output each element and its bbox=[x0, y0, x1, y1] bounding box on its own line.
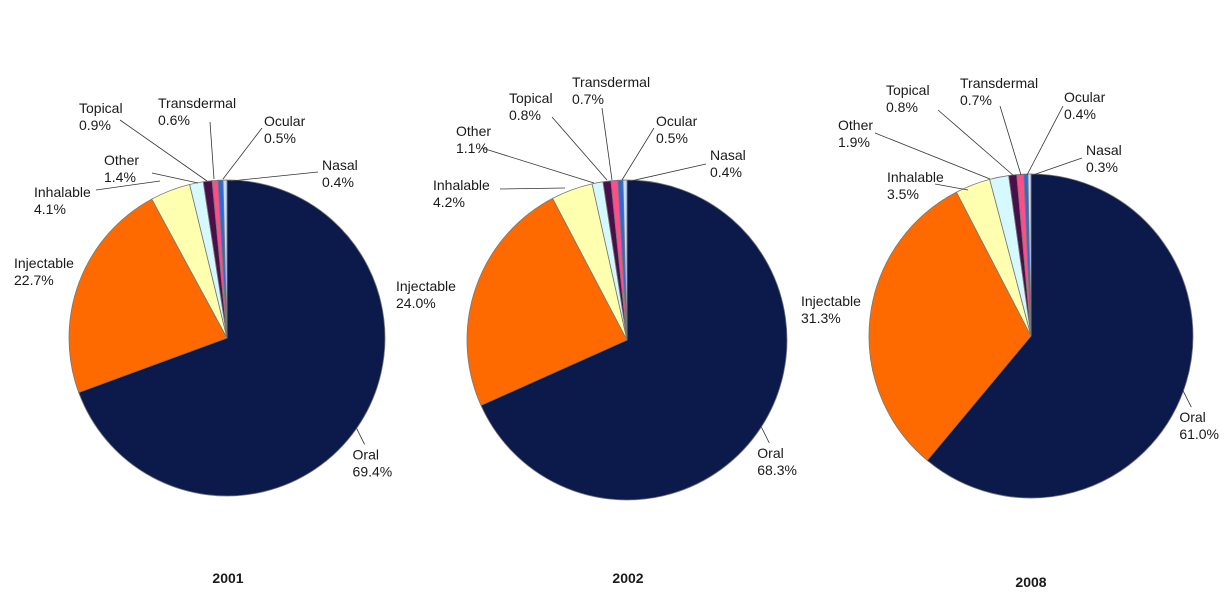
slice-label-inhalable-2008: Inhalable bbox=[887, 169, 944, 185]
slice-value-transdermal-2008: 0.7% bbox=[960, 92, 992, 108]
slice-value-other-2001: 1.4% bbox=[104, 169, 136, 185]
leader-line-oral-2008 bbox=[1182, 391, 1192, 408]
slice-label-other-2002: Other bbox=[456, 123, 491, 139]
slice-label-oral-2001: Oral bbox=[353, 446, 379, 462]
leader-line-ocular-2001 bbox=[222, 127, 263, 180]
pie-slice-nasal-2001 bbox=[222, 179, 228, 339]
leader-line-inhalable-2002 bbox=[499, 187, 566, 190]
leader-line-oral-2001 bbox=[356, 428, 365, 445]
pie-slice-oral-2002 bbox=[480, 179, 788, 501]
slice-label-other-2008: Other bbox=[838, 117, 873, 133]
slice-value-topical-2001: 0.9% bbox=[79, 117, 111, 133]
slice-value-ocular-2002: 0.5% bbox=[656, 130, 688, 146]
leader-line-transdermal-2002 bbox=[601, 107, 613, 181]
leader-line-nasal-2001 bbox=[230, 171, 319, 182]
leader-line-topical-2002 bbox=[551, 116, 608, 181]
slice-label-other-2001: Other bbox=[104, 152, 139, 168]
slice-value-inhalable-2002: 4.2% bbox=[433, 194, 465, 210]
slice-label-ocular-2001: Ocular bbox=[264, 113, 306, 129]
slice-label-transdermal-2001: Transdermal bbox=[158, 95, 236, 111]
slice-label-oral-2002: Oral bbox=[757, 445, 783, 461]
leader-line-ocular-2008 bbox=[1026, 105, 1064, 176]
leader-line-nasal-2002 bbox=[630, 163, 707, 182]
pie-slice-injectable-2002 bbox=[466, 197, 628, 406]
slice-value-inhalable-2001: 4.1% bbox=[34, 201, 66, 217]
slice-label-transdermal-2008: Transdermal bbox=[960, 75, 1038, 91]
slice-value-injectable-2001: 22.7% bbox=[14, 272, 54, 288]
leader-line-topical-2008 bbox=[937, 109, 1015, 177]
slice-label-injectable-2008: Injectable bbox=[801, 293, 861, 309]
leader-line-topical-2001 bbox=[119, 119, 208, 182]
leader-line-transdermal-2001 bbox=[209, 121, 215, 180]
slice-value-ocular-2001: 0.5% bbox=[264, 130, 296, 146]
slice-label-topical-2008: Topical bbox=[886, 82, 930, 98]
slice-value-injectable-2008: 31.3% bbox=[801, 310, 841, 326]
slice-value-other-2008: 1.9% bbox=[838, 134, 870, 150]
leader-line-inhalable-2008 bbox=[934, 183, 969, 191]
slice-value-oral-2001: 69.4% bbox=[353, 463, 393, 479]
slice-label-transdermal-2002: Transdermal bbox=[572, 74, 650, 90]
chart-title-2001: 2001 bbox=[212, 570, 243, 586]
slice-value-other-2002: 1.1% bbox=[456, 140, 488, 156]
leader-line-transdermal-2008 bbox=[999, 105, 1022, 176]
slice-value-nasal-2002: 0.4% bbox=[710, 164, 742, 180]
slice-value-topical-2002: 0.8% bbox=[509, 107, 541, 123]
slice-label-injectable-2002: Injectable bbox=[396, 278, 456, 294]
slice-label-topical-2002: Topical bbox=[509, 90, 553, 106]
slice-value-ocular-2008: 0.4% bbox=[1064, 106, 1096, 122]
slice-label-injectable-2001: Injectable bbox=[14, 255, 74, 271]
slice-value-nasal-2001: 0.4% bbox=[322, 174, 354, 190]
leader-line-nasal-2008 bbox=[1032, 157, 1083, 176]
slice-label-oral-2008: Oral bbox=[1179, 409, 1205, 425]
slice-value-topical-2008: 0.8% bbox=[886, 99, 918, 115]
slice-value-oral-2008: 61.0% bbox=[1179, 426, 1219, 442]
pie-slice-injectable-2001 bbox=[68, 198, 228, 393]
leader-line-other-2001 bbox=[151, 172, 199, 184]
pie-slice-oral-2008 bbox=[926, 173, 1194, 499]
slice-value-transdermal-2002: 0.7% bbox=[572, 91, 604, 107]
slice-value-nasal-2008: 0.3% bbox=[1086, 159, 1118, 175]
slice-value-inhalable-2008: 3.5% bbox=[887, 186, 919, 202]
slice-label-inhalable-2002: Inhalable bbox=[433, 177, 490, 193]
leader-line-other-2002 bbox=[481, 147, 595, 184]
chart-title-2002: 2002 bbox=[612, 570, 643, 586]
pie-slice-injectable-2008 bbox=[868, 191, 1032, 461]
slice-label-ocular-2002: Ocular bbox=[656, 113, 698, 129]
slice-label-inhalable-2001: Inhalable bbox=[34, 184, 91, 200]
pie-slice-nasal-2002 bbox=[622, 179, 628, 341]
chart-title-2008: 2008 bbox=[1015, 574, 1046, 590]
slice-label-nasal-2002: Nasal bbox=[710, 147, 746, 163]
leader-line-oral-2002 bbox=[760, 426, 770, 444]
slice-value-transdermal-2001: 0.6% bbox=[158, 112, 190, 128]
slice-value-oral-2002: 68.3% bbox=[757, 462, 797, 478]
slice-label-nasal-2008: Nasal bbox=[1086, 142, 1122, 158]
slice-label-ocular-2008: Ocular bbox=[1064, 89, 1106, 105]
leader-line-ocular-2002 bbox=[621, 127, 655, 181]
slice-label-nasal-2001: Nasal bbox=[322, 157, 358, 173]
slice-value-injectable-2002: 24.0% bbox=[396, 295, 436, 311]
leader-line-inhalable-2001 bbox=[95, 180, 161, 191]
slice-label-topical-2001: Topical bbox=[79, 100, 123, 116]
leader-line-other-2008 bbox=[874, 132, 991, 180]
